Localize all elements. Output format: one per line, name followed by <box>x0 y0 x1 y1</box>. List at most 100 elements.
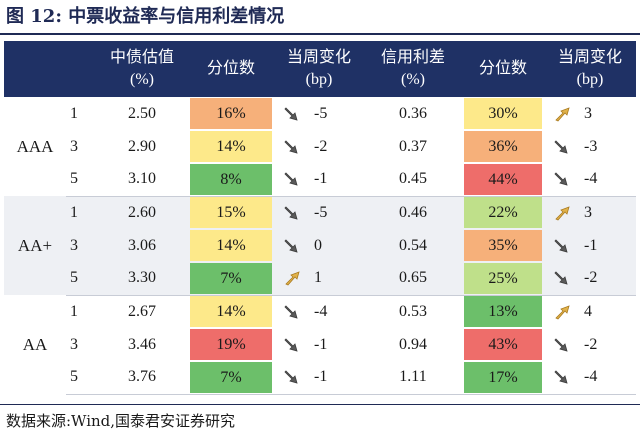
tenor-cell: 3 <box>66 328 96 361</box>
rating-cell: AA <box>4 295 66 394</box>
yield-percentile-value: 7% <box>190 262 272 294</box>
tenor-cell: 1 <box>66 295 96 328</box>
tenor-cell: 5 <box>66 163 96 197</box>
yield-percentile-value: 15% <box>190 197 272 229</box>
yield-cell: 3.46 <box>96 328 188 361</box>
spread-percentile-cell: 25% <box>462 262 544 296</box>
arrow-down-icon <box>282 103 304 125</box>
arrow-down-icon <box>552 136 574 158</box>
spread-percentile-cell: 35% <box>462 229 544 262</box>
table-body: AAA 1 2.50 16% -5 0.36 30% 3 3 2.90 14% -2 0.37 36% -3… <box>4 97 636 395</box>
yield-percentile-value: 19% <box>190 329 272 360</box>
tenor-cell: 1 <box>66 196 96 229</box>
yield-percentile-cell: 14% <box>188 229 274 262</box>
arrow-up-icon <box>552 301 574 323</box>
yield-change-value: -2 <box>314 137 328 155</box>
spread-change-value: -3 <box>584 137 598 155</box>
spread-percentile-value: 43% <box>464 329 542 360</box>
rating-cell: AA+ <box>4 196 66 295</box>
yield-percentile-cell: 16% <box>188 97 274 130</box>
spread-change-cell: 3 <box>544 97 636 130</box>
yield-percentile-value: 8% <box>190 163 272 195</box>
arrow-down-icon <box>552 168 574 190</box>
yield-percentile-cell: 8% <box>188 163 274 197</box>
spread-percentile-value: 30% <box>464 98 542 129</box>
yield-percentile-value: 14% <box>190 296 272 328</box>
yield-cell: 2.60 <box>96 196 188 229</box>
table-row: 3 3.06 14% 0 0.54 35% -1 <box>4 229 636 262</box>
table-row: 3 2.90 14% -2 0.37 36% -3 <box>4 130 636 163</box>
spread-cell: 0.46 <box>364 196 462 229</box>
arrow-down-icon <box>552 334 574 356</box>
yield-percentile-cell: 15% <box>188 196 274 229</box>
table-row: 5 3.76 7% -1 1.11 17% -4 <box>4 361 636 395</box>
spread-cell: 0.94 <box>364 328 462 361</box>
yield-change-cell: 1 <box>274 262 364 296</box>
figure-title: 图 12: 中票收益率与信用利差情况 <box>6 6 285 27</box>
arrow-up-icon <box>552 103 574 125</box>
spread-percentile-value: 35% <box>464 230 542 261</box>
tenor-cell: 5 <box>66 262 96 296</box>
yield-change-value: 0 <box>314 236 322 254</box>
spread-change-value: -1 <box>584 236 598 254</box>
yield-percentile-cell: 7% <box>188 262 274 296</box>
table-row: AAA 1 2.50 16% -5 0.36 30% 3 <box>4 97 636 196</box>
yield-change-value: 1 <box>314 269 322 287</box>
arrow-down-icon <box>282 301 304 323</box>
spread-percentile-cell: 13% <box>462 295 544 328</box>
header-percentile-2: 分位数 <box>462 41 544 97</box>
spread-change-value: -2 <box>584 269 598 287</box>
tenor-cell: 3 <box>66 229 96 262</box>
arrow-up-icon <box>552 202 574 224</box>
spread-percentile-value: 17% <box>464 361 542 393</box>
header-valuation: 中债估值 (%) <box>96 41 188 97</box>
spread-change-cell: -2 <box>544 262 636 296</box>
spread-change-cell: -2 <box>544 328 636 361</box>
yield-cell: 2.67 <box>96 295 188 328</box>
spread-change-value: -2 <box>584 335 598 353</box>
yield-percentile-cell: 14% <box>188 130 274 163</box>
spread-percentile-cell: 22% <box>462 196 544 229</box>
spread-percentile-value: 25% <box>464 262 542 294</box>
yield-percentile-value: 16% <box>190 98 272 129</box>
arrow-down-icon <box>282 136 304 158</box>
yield-percentile-value: 14% <box>190 230 272 261</box>
table-row: 5 3.30 7% 1 0.65 25% -2 <box>4 262 636 296</box>
header-rating-blank <box>4 41 66 97</box>
arrow-down-icon <box>282 168 304 190</box>
spread-percentile-value: 22% <box>464 197 542 229</box>
yield-change-cell: -5 <box>274 196 364 229</box>
source-note: 数据来源:Wind,国泰君安证券研究 <box>6 412 236 430</box>
header-row: 中债估值 (%) 分位数 当周变化 (bp) 信用利差 (%) 分位数 当周变化… <box>4 41 636 97</box>
yield-cell: 3.76 <box>96 361 188 395</box>
table-row: AA 1 2.67 14% -4 0.53 13% 4 <box>4 295 636 394</box>
yield-cell: 2.90 <box>96 130 188 163</box>
yield-change-value: -5 <box>314 104 328 122</box>
header-weekly-change-1: 当周变化 (bp) <box>274 41 364 97</box>
yield-cell: 3.30 <box>96 262 188 296</box>
arrow-up-icon <box>282 267 304 289</box>
yield-change-value: -5 <box>314 203 328 221</box>
yield-change-value: -1 <box>314 170 328 188</box>
table-row: AA+ 1 2.60 15% -5 0.46 22% 3 <box>4 196 636 295</box>
spread-percentile-cell: 44% <box>462 163 544 197</box>
yield-change-value: -4 <box>314 302 328 320</box>
yield-cell: 3.10 <box>96 163 188 197</box>
yield-change-cell: 0 <box>274 229 364 262</box>
arrow-down-icon <box>282 334 304 356</box>
header-weekly-change-2: 当周变化 (bp) <box>544 41 636 97</box>
tenor-cell: 1 <box>66 97 96 130</box>
yield-change-cell: -4 <box>274 295 364 328</box>
spread-percentile-value: 36% <box>464 131 542 162</box>
header-percentile-1: 分位数 <box>188 41 274 97</box>
spread-change-value: -4 <box>584 170 598 188</box>
table-row: 3 3.46 19% -1 0.94 43% -2 <box>4 328 636 361</box>
yield-change-cell: -1 <box>274 163 364 197</box>
yield-change-cell: -1 <box>274 361 364 395</box>
yield-change-cell: -5 <box>274 97 364 130</box>
header-tenor-blank <box>66 41 96 97</box>
yield-spread-table: 中债估值 (%) 分位数 当周变化 (bp) 信用利差 (%) 分位数 当周变化… <box>4 41 636 395</box>
spread-change-cell: -1 <box>544 229 636 262</box>
arrow-down-icon <box>282 202 304 224</box>
yield-cell: 2.50 <box>96 97 188 130</box>
